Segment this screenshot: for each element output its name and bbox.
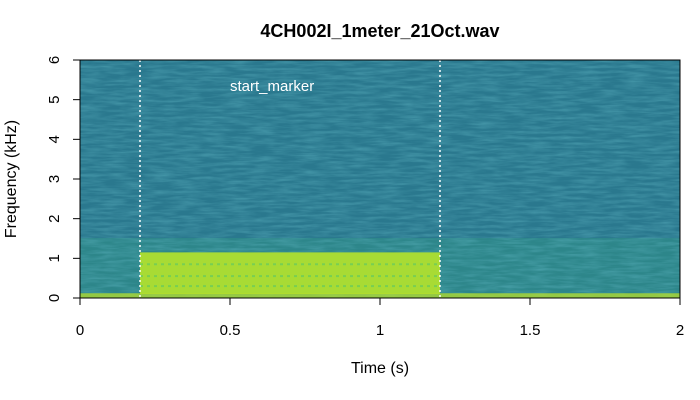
y-tick-label: 2 [46, 214, 63, 222]
start-marker-annotation: start_marker [230, 78, 314, 95]
signal-band [140, 252, 440, 295]
x-tick-label: 0 [76, 322, 84, 339]
low-energy-strip [80, 293, 680, 298]
y-tick-label: 0 [46, 294, 63, 302]
y-tick-label: 5 [46, 95, 63, 103]
y-tick-label: 6 [46, 56, 63, 64]
x-axis: 0 0.5 1 1.5 2 [76, 298, 684, 339]
x-tick-label: 1.5 [520, 322, 541, 339]
x-tick-label: 2 [676, 322, 684, 339]
plot-area [80, 60, 680, 298]
y-axis: 0 1 2 3 4 5 6 [46, 56, 80, 302]
x-tick-label: 0.5 [220, 322, 241, 339]
x-tick-label: 1 [376, 322, 384, 339]
y-tick-label: 3 [46, 175, 63, 183]
y-tick-label: 1 [46, 254, 63, 262]
x-axis-label: Time (s) [351, 360, 409, 377]
chart-title: 4CH002I_1meter_21Oct.wav [260, 21, 499, 41]
y-tick-label: 4 [46, 135, 63, 143]
y-axis-label: Frequency (kHz) [3, 120, 20, 238]
